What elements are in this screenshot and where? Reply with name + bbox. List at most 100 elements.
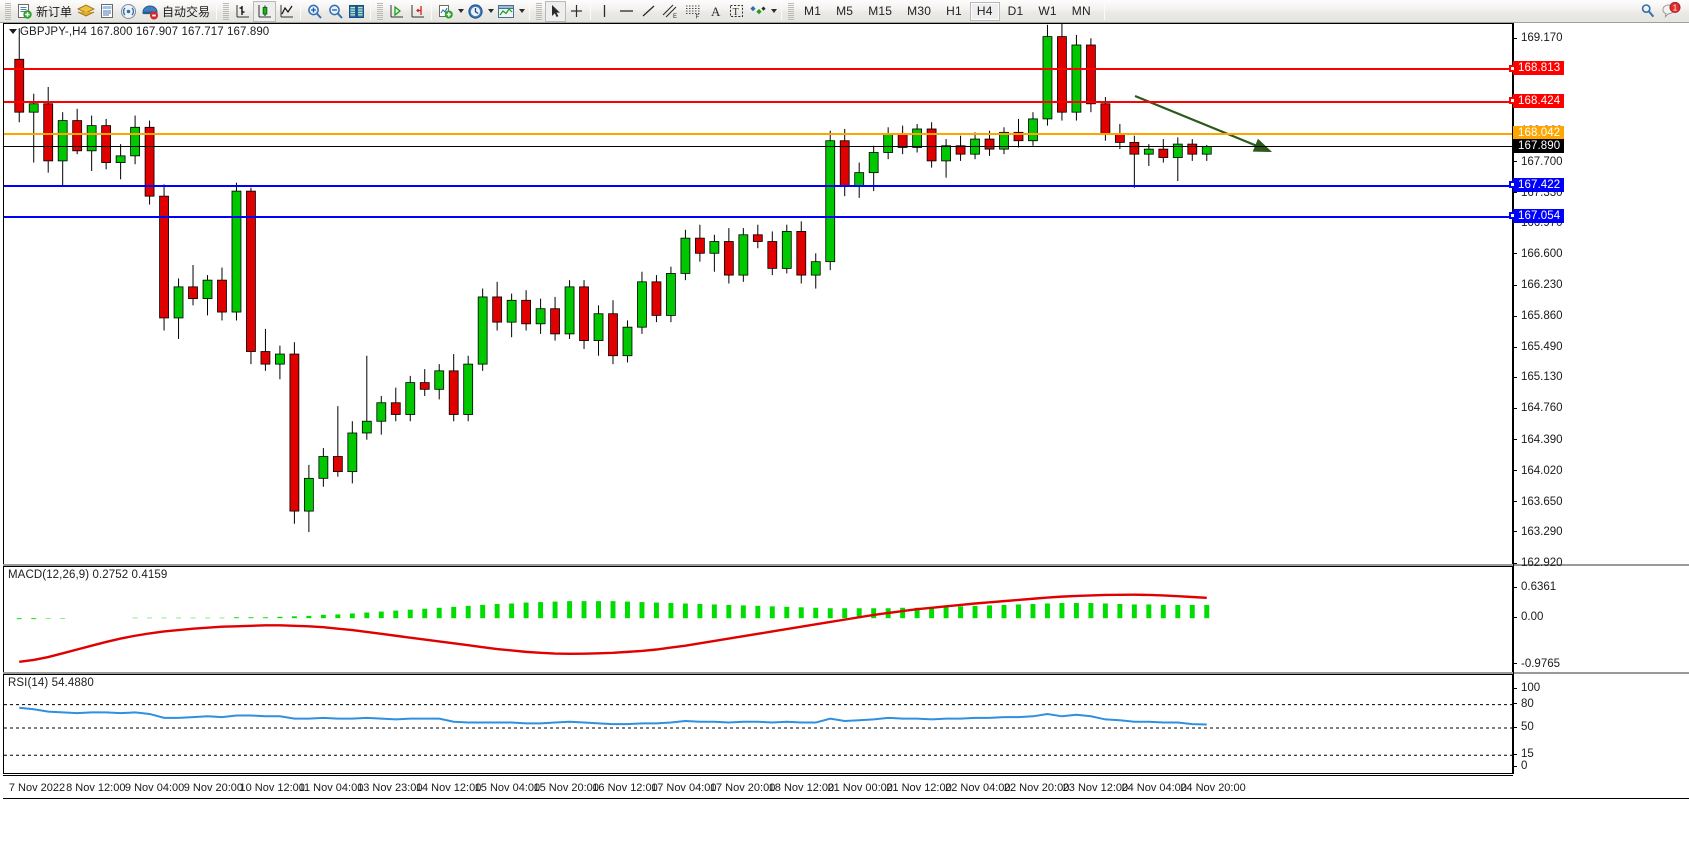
expert-advisors-button[interactable] — [75, 1, 97, 22]
level-handle-support-2[interactable] — [1509, 212, 1516, 220]
notification-icon: 1 — [1662, 2, 1681, 18]
price-tick: 165.860 — [1513, 310, 1563, 323]
candlestick-chart-button[interactable] — [253, 0, 277, 22]
macd-tick-label: 0.6361 — [1521, 581, 1557, 594]
timeframe-d1-button[interactable]: D1 — [1007, 4, 1024, 18]
panel-divider-1[interactable] — [3, 564, 1689, 566]
macd-tick: 0.00 — [1513, 611, 1543, 624]
fibonacci-button[interactable]: F — [682, 1, 705, 22]
timeframe-w1-button[interactable]: W1 — [1038, 4, 1057, 18]
chart-shift-button[interactable] — [407, 1, 428, 22]
toolbar-divider-5 — [529, 2, 531, 20]
price-tick: 162.920 — [1513, 557, 1563, 570]
equidistant-channel-button[interactable]: E — [659, 1, 682, 22]
toolbar-divider-2 — [300, 2, 302, 20]
templates-dropdown[interactable] — [517, 2, 526, 21]
tick-mark — [1513, 703, 1517, 705]
text-label-icon: T — [730, 5, 744, 18]
macd-series — [16, 593, 1210, 664]
clock-icon — [468, 3, 483, 19]
time-axis-label: 18 Nov 12:00 — [768, 782, 835, 794]
tick-mark — [1513, 663, 1517, 664]
toolbar-divider-1 — [216, 2, 218, 20]
period-dropdown[interactable] — [486, 2, 495, 21]
price-label-resistance-2[interactable]: 168.813 — [1513, 61, 1565, 76]
templates-button[interactable] — [495, 1, 517, 22]
bar-chart-icon — [236, 5, 250, 18]
price-label-resistance-1[interactable]: 168.424 — [1513, 93, 1565, 108]
auto-scroll-button[interactable] — [386, 1, 407, 22]
rsi-tick: 80 — [1513, 697, 1534, 710]
macd-plot-area[interactable] — [4, 567, 1512, 672]
toolbar-grip[interactable] — [5, 2, 11, 20]
auto-trading-button[interactable]: 自动交易 — [139, 1, 213, 22]
price-label-pivot-level[interactable]: 168.042 — [1513, 125, 1565, 140]
tick-mark — [1513, 753, 1517, 755]
zoom-in-button[interactable] — [304, 1, 325, 22]
price-scale[interactable]: 169.170168.800168.430168.060167.700167.3… — [1509, 23, 1689, 774]
shapes-button[interactable] — [747, 1, 769, 22]
search-button[interactable] — [1637, 1, 1659, 22]
level-handle-resistance-2[interactable] — [1509, 64, 1516, 72]
timeframe-h1-button[interactable]: H1 — [946, 4, 962, 18]
rsi-tick-label: 15 — [1521, 748, 1534, 761]
price-chart-panel[interactable]: GBPJPY-,H4 167.800 167.907 167.717 167.8… — [3, 23, 1513, 565]
price-label-last-price[interactable]: 167.890 — [1513, 138, 1565, 153]
rsi-panel[interactable]: RSI(14) 54.4880 — [3, 674, 1513, 774]
timeframe-m30-button[interactable]: M30 — [907, 4, 932, 18]
new-order-button[interactable]: 新订单 — [14, 1, 75, 22]
tick-mark — [1513, 222, 1517, 224]
shapes-dropdown[interactable] — [769, 2, 778, 21]
toolbar-grip-5[interactable] — [788, 2, 795, 20]
timeframe-h4-button[interactable]: H4 — [969, 1, 1000, 21]
panel-divider-2[interactable] — [3, 672, 1689, 674]
price-tick: 165.130 — [1513, 371, 1563, 384]
add-indicator-button[interactable] — [435, 1, 456, 22]
notifications-button[interactable]: 1 — [1659, 1, 1683, 22]
vertical-line-button[interactable] — [594, 1, 615, 22]
toolbar-divider-6 — [590, 2, 592, 20]
line-chart-button[interactable] — [276, 1, 297, 22]
time-axis-label: 22 Nov 20:00 — [1003, 782, 1070, 794]
downtrend-arrow[interactable] — [1134, 94, 1272, 152]
period-button[interactable] — [465, 1, 486, 22]
timeframe-m5-button[interactable]: M5 — [836, 4, 854, 18]
data-window-button[interactable] — [97, 1, 118, 22]
add-indicator-icon — [439, 5, 453, 19]
toolbar-grip-4[interactable] — [536, 2, 543, 20]
timeframe-m1-button[interactable]: M1 — [804, 4, 822, 18]
level-handle-support-1[interactable] — [1509, 181, 1516, 189]
price-label-support-2[interactable]: 167.054 — [1513, 208, 1565, 223]
bar-chart-button[interactable] — [232, 1, 253, 22]
tile-windows-button[interactable] — [346, 1, 367, 22]
rsi-line — [19, 706, 1207, 726]
zoom-out-button[interactable] — [325, 1, 346, 22]
text-button[interactable]: A — [705, 1, 726, 22]
price-label-support-1[interactable]: 167.422 — [1513, 177, 1565, 192]
level-handle-resistance-1[interactable] — [1509, 97, 1516, 105]
trendline-button[interactable] — [638, 1, 659, 22]
price-tick-label: 165.130 — [1521, 371, 1563, 384]
horizontal-line-button[interactable] — [615, 1, 638, 22]
rsi-tick-label: 100 — [1521, 682, 1541, 694]
tick-mark — [1513, 687, 1517, 689]
cursor-arrow-icon — [552, 5, 561, 17]
add-indicator-dropdown[interactable] — [456, 2, 465, 21]
cursor-button[interactable] — [545, 0, 567, 22]
macd-panel[interactable]: MACD(12,26,9) 0.2752 0.4159 — [3, 566, 1513, 673]
timeframe-mn-button[interactable]: MN — [1071, 4, 1091, 18]
text-label-button[interactable]: T — [726, 1, 747, 22]
time-axis-label: 14 Nov 12:00 — [415, 782, 482, 794]
tick-mark — [1513, 501, 1517, 503]
price-plot-area[interactable] — [4, 24, 1512, 565]
time-axis[interactable]: 7 Nov 2022 8 Nov 12:00 9 Nov 04:00 9 Nov 20… — [3, 775, 1513, 799]
toolbar-grip-2[interactable] — [223, 2, 230, 20]
chart-collapse-icon[interactable] — [9, 29, 17, 34]
timeframe-m15-button[interactable]: M15 — [868, 4, 893, 18]
toolbar-grip-3[interactable] — [377, 2, 384, 20]
signals-button[interactable] — [118, 1, 139, 22]
rsi-plot-area[interactable] — [4, 675, 1512, 773]
time-axis-label: 23 Nov 12:00 — [1062, 782, 1129, 794]
tick-mark — [1513, 726, 1517, 728]
crosshair-button[interactable] — [566, 1, 587, 22]
